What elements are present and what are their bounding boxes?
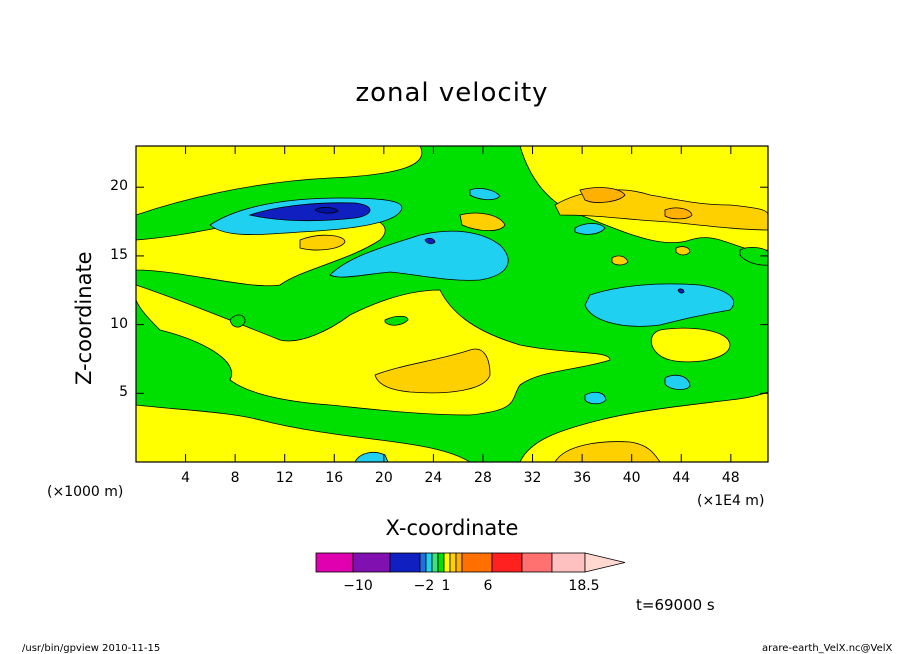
colorbar: [315, 552, 626, 573]
x-tick-label: 36: [573, 470, 592, 486]
colorbar-swatch: [431, 552, 439, 573]
colorbar-swatch: [315, 552, 354, 573]
y-tick-label: 10: [110, 315, 128, 332]
colorbar-swatch: [352, 552, 391, 573]
colorbar-extension: [584, 552, 626, 573]
x-tick-label: 8: [230, 470, 240, 486]
x-tick-label: 40: [622, 470, 641, 486]
colorbar-swatch: [389, 552, 421, 573]
colorbar-swatch: [437, 552, 445, 573]
colorbar-swatch: [455, 552, 463, 573]
colorbar-swatch: [551, 552, 586, 573]
colorbar-label: 1: [441, 578, 451, 594]
axis-ticks: [136, 146, 768, 462]
x-tick-label: 24: [424, 470, 443, 486]
colorbar-label: 18.5: [568, 578, 600, 594]
x-tick-label: 44: [672, 470, 691, 486]
colorbar-swatch: [425, 552, 433, 573]
x-tick-label: 4: [181, 470, 191, 486]
time-label: t=69000 s: [636, 596, 715, 614]
y-tick-label: 5: [119, 384, 128, 401]
colorbar-swatch: [521, 552, 553, 573]
x-tick-label: 16: [325, 470, 344, 486]
y-tick-label: 15: [110, 246, 128, 263]
x-tick-label: 32: [523, 470, 542, 486]
colorbar-swatch: [461, 552, 493, 573]
footer-left: /usr/bin/gpview 2010-11-15: [22, 643, 161, 654]
colorbar-label: −10: [343, 578, 373, 594]
plot-frame: [135, 145, 769, 463]
colorbar-swatch: [419, 552, 427, 573]
x-tick-label: 48: [721, 470, 740, 486]
colorbar-label: 6: [483, 578, 493, 594]
y-axis-unit: (×1000 m): [47, 484, 124, 500]
chart-title: zonal velocity: [355, 78, 549, 108]
colorbar-swatch: [443, 552, 451, 573]
x-axis-unit: (×1E4 m): [697, 493, 765, 509]
y-tick-label: 20: [110, 178, 128, 195]
x-axis-label: X-coordinate: [385, 516, 519, 540]
x-tick-label: 20: [374, 470, 393, 486]
x-tick-label: 28: [474, 470, 492, 486]
footer-right: arare-earth_VelX.nc@VelX: [762, 643, 893, 654]
colorbar-label: −2: [413, 578, 435, 594]
colorbar-swatch: [449, 552, 457, 573]
x-tick-label: 12: [275, 470, 294, 486]
colorbar-swatch: [491, 552, 523, 573]
contour-field: [136, 146, 768, 462]
